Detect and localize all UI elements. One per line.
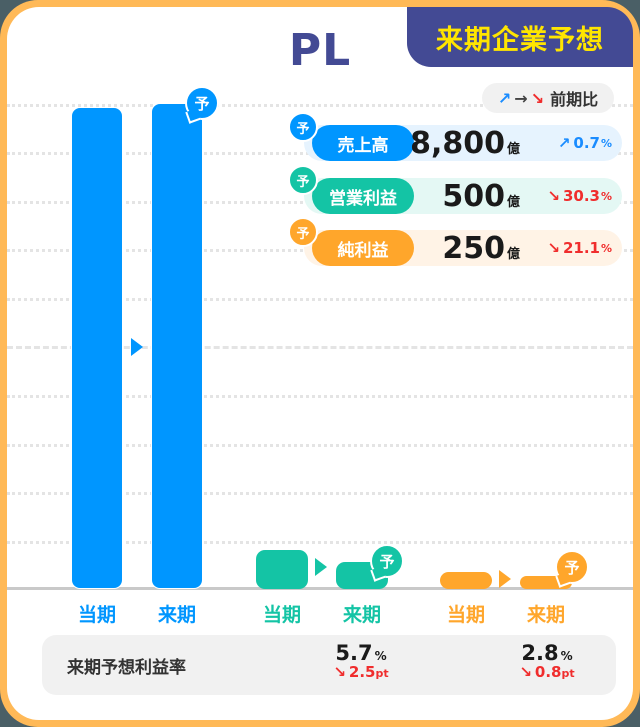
arrow-up-icon: ↗ <box>497 88 512 108</box>
arrow-up-icon: ↗ <box>557 134 571 152</box>
page-title: PL <box>288 25 352 76</box>
grid-line <box>7 492 633 495</box>
metric-change: ↘ 21.1% <box>547 239 612 257</box>
arrow-down-icon: ↘ <box>547 239 560 257</box>
forecast-badge-icon: 予 <box>555 550 589 584</box>
bar-revenue-current <box>71 107 123 589</box>
bar-net-current <box>440 572 492 589</box>
forecast-badge-icon: 予 <box>288 112 318 142</box>
arrow-down-icon: ↘ <box>333 663 346 681</box>
x-label-operating-current: 当期 <box>262 604 301 626</box>
arrow-right-icon <box>131 338 143 356</box>
arrow-down-icon: ↘ <box>519 663 532 681</box>
arrow-right-icon <box>315 558 327 576</box>
grid-line <box>7 395 633 398</box>
metric-label: 純利益 <box>312 230 414 266</box>
chart-baseline <box>7 587 633 590</box>
grid-line <box>7 541 633 544</box>
x-label-operating-next: 来期 <box>342 604 381 626</box>
metric-value: 500 億 <box>442 179 520 214</box>
operating-margin: 5.7% ↘ 2.5pt <box>333 641 389 681</box>
x-label-revenue-current: 当期 <box>77 604 116 626</box>
grid-line-mid <box>7 346 633 349</box>
arrow-flat-icon: → <box>514 88 528 108</box>
x-label-revenue-next: 来期 <box>157 604 196 626</box>
metric-label: 売上高 <box>312 125 414 161</box>
metric-row-operating-profit: 営業利益 予 500 億 ↘ 30.3% <box>288 165 622 214</box>
forecast-margin-panel: 来期予想利益率 5.7% ↘ 2.5pt 2.8% ↘ 0.8pt <box>42 635 616 695</box>
metric-value: 8,800 億 <box>410 126 520 161</box>
arrow-down-icon: ↘ <box>547 187 560 205</box>
net-margin: 2.8% ↘ 0.8pt <box>519 641 575 681</box>
arrow-down-icon: ↘ <box>530 88 545 108</box>
metric-row-net-profit: 純利益 予 250 億 ↘ 21.1% <box>288 217 622 266</box>
forecast-badge-icon: 予 <box>288 217 318 247</box>
yoy-legend: ↗ → ↘ 前期比 <box>482 83 614 113</box>
bar-revenue-next <box>151 103 203 589</box>
bar-operating-current <box>256 550 308 589</box>
metric-change: ↗ 0.7% <box>557 134 612 152</box>
metric-row-revenue: 売上高 予 8,800 億 ↗ 0.7% <box>288 112 622 161</box>
forecast-badge-icon: 予 <box>370 544 404 578</box>
grid-line <box>7 298 633 301</box>
margin-label: 来期予想利益率 <box>67 657 186 678</box>
metric-label: 営業利益 <box>312 178 414 214</box>
forecast-badge-icon: 予 <box>288 165 318 195</box>
forecast-badge-icon: 予 <box>185 86 219 120</box>
grid-line <box>7 444 633 447</box>
legend-label: 前期比 <box>550 90 599 109</box>
x-label-net-next: 来期 <box>526 604 565 626</box>
metric-value: 250 億 <box>442 231 520 266</box>
metric-change: ↘ 30.3% <box>547 187 612 205</box>
grid-line <box>7 104 633 107</box>
forecast-tag: 来期企業予想 <box>407 7 633 67</box>
x-label-net-current: 当期 <box>446 604 485 626</box>
arrow-right-icon <box>499 570 511 588</box>
